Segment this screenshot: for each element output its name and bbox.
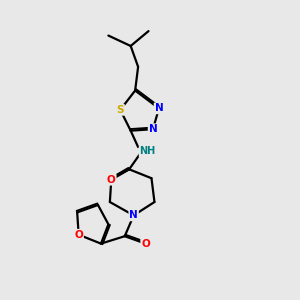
Text: O: O — [74, 230, 83, 240]
Text: N: N — [154, 103, 163, 113]
Text: O: O — [141, 238, 150, 249]
Text: S: S — [116, 105, 124, 115]
Text: O: O — [107, 175, 116, 185]
Text: NH: NH — [140, 146, 156, 157]
Text: N: N — [148, 124, 157, 134]
Text: N: N — [129, 210, 138, 220]
